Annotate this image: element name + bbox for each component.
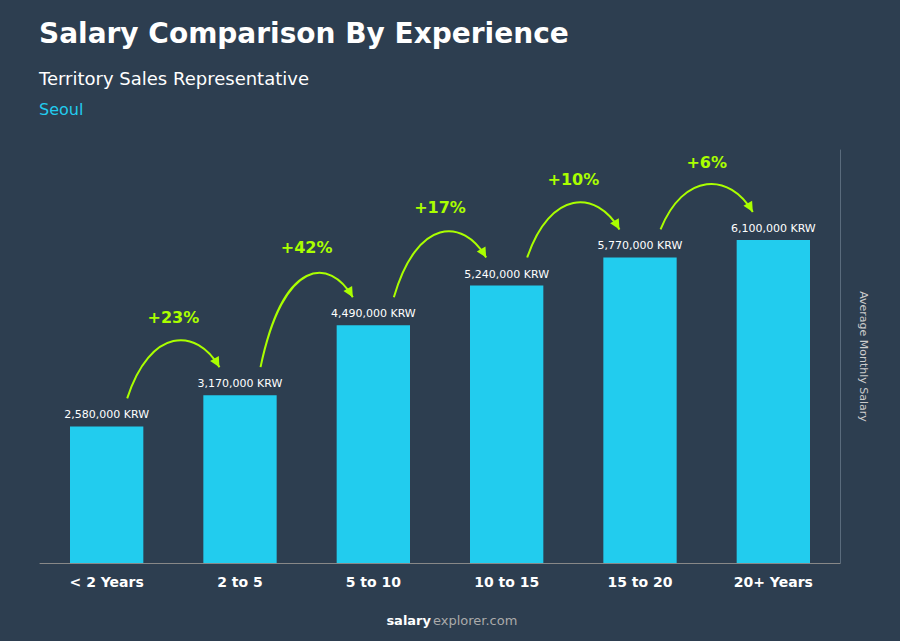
- svg-text:10 to 15: 10 to 15: [474, 574, 539, 590]
- svg-text:+10%: +10%: [547, 170, 599, 189]
- svg-text:5,240,000 KRW: 5,240,000 KRW: [464, 268, 549, 281]
- svg-text:salary: salary: [386, 613, 431, 628]
- svg-text:5 to 10: 5 to 10: [346, 574, 402, 590]
- svg-text:3,170,000 KRW: 3,170,000 KRW: [198, 377, 283, 390]
- svg-text:20+ Years: 20+ Years: [734, 574, 813, 590]
- svg-text:15 to 20: 15 to 20: [607, 574, 672, 590]
- svg-text:Salary Comparison By Experienc: Salary Comparison By Experience: [39, 17, 569, 50]
- svg-text:+6%: +6%: [686, 153, 727, 172]
- svg-text:+17%: +17%: [414, 198, 466, 217]
- svg-text:2,580,000 KRW: 2,580,000 KRW: [64, 408, 149, 421]
- svg-text:Average Monthly Salary: Average Monthly Salary: [857, 291, 870, 422]
- svg-text:+23%: +23%: [147, 308, 199, 327]
- svg-text:explorer.com: explorer.com: [433, 613, 517, 628]
- svg-text:Territory Sales Representative: Territory Sales Representative: [38, 68, 309, 89]
- svg-text:Seoul: Seoul: [39, 100, 83, 119]
- svg-text:< 2 Years: < 2 Years: [70, 574, 144, 590]
- svg-text:2 to 5: 2 to 5: [217, 574, 263, 590]
- svg-text:+42%: +42%: [281, 238, 333, 257]
- svg-text:4,490,000 KRW: 4,490,000 KRW: [331, 307, 416, 320]
- svg-text:6,100,000 KRW: 6,100,000 KRW: [731, 222, 816, 235]
- svg-text:5,770,000 KRW: 5,770,000 KRW: [598, 239, 683, 252]
